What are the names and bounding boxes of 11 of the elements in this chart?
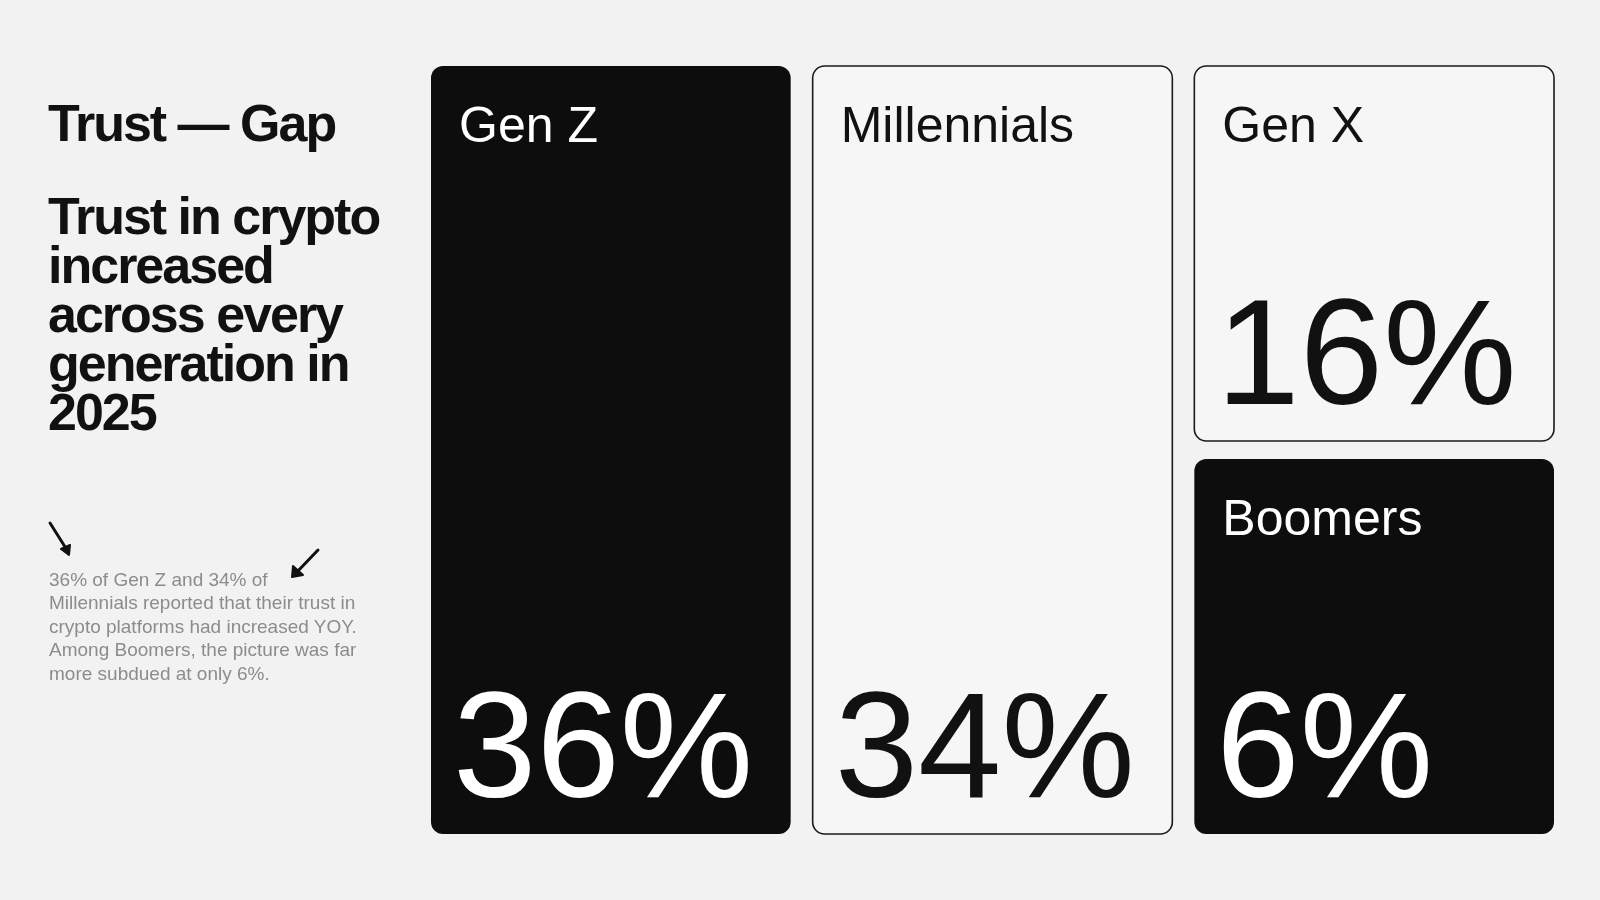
category-label: Gen X xyxy=(1222,97,1365,153)
data-label: 6% xyxy=(1216,661,1434,829)
text: Trust — Gap xyxy=(48,93,336,154)
category-label: Gen Z xyxy=(459,97,598,153)
category-label: Boomers xyxy=(1222,490,1423,546)
data-label: 16% xyxy=(1216,268,1517,436)
data-label: 34% xyxy=(834,661,1135,829)
data-label: 36% xyxy=(453,661,754,829)
text: Trust in crypto increased across every generation in 2025 xyxy=(48,187,381,441)
text: 36% of Gen Z and 34% of Millennials reported that their trust in crypto platforms had increased YOY. Among Boomers, the picture was far more subdued at only 6%. xyxy=(49,568,358,686)
category-label: Millennials xyxy=(840,97,1075,153)
